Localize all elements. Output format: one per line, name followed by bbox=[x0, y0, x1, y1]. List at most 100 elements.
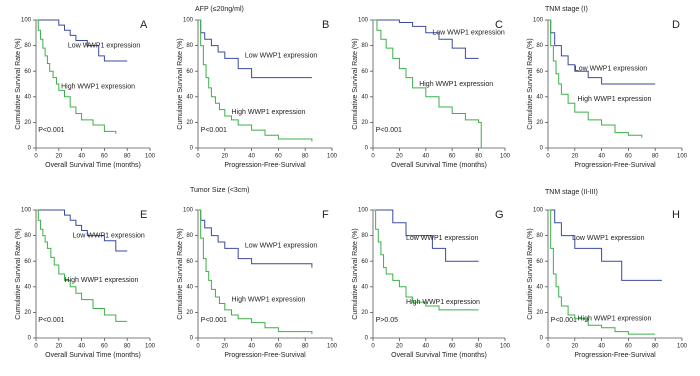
x-tick-label: 100 bbox=[500, 344, 511, 350]
y-tick-label: 0 bbox=[190, 336, 194, 342]
y-tick-label: 0 bbox=[28, 336, 32, 342]
survival-curve bbox=[198, 209, 313, 335]
group-heading: TNM stage (I) bbox=[545, 6, 588, 13]
survival-curve bbox=[373, 209, 479, 311]
survival-curve bbox=[373, 19, 482, 148]
y-tick-label: 20 bbox=[24, 310, 31, 316]
x-tick-label: 100 bbox=[677, 344, 688, 350]
y-tick-label: 80 bbox=[536, 43, 543, 49]
survival-curve bbox=[373, 19, 479, 59]
p-value: P<0.001 bbox=[376, 127, 402, 134]
series-label: High WWP1 expression bbox=[577, 316, 651, 323]
y-tick-label: 100 bbox=[533, 208, 544, 214]
series-label: High WWP1 expression bbox=[65, 277, 139, 284]
x-tick-label: 20 bbox=[55, 154, 62, 160]
y-tick-label: 0 bbox=[28, 146, 32, 152]
y-tick-label: 40 bbox=[536, 284, 543, 290]
x-axis-label: Progression-Free-Survival bbox=[224, 162, 306, 169]
x-tick-label: 80 bbox=[475, 344, 482, 350]
x-tick-label: 40 bbox=[422, 344, 429, 350]
x-tick-label: 100 bbox=[327, 344, 338, 350]
x-tick-label: 20 bbox=[221, 154, 228, 160]
x-tick-label: 0 bbox=[196, 344, 200, 350]
x-tick-label: 40 bbox=[78, 344, 85, 350]
p-value: P<0.001 bbox=[38, 317, 64, 324]
x-tick-label: 20 bbox=[571, 344, 578, 350]
survival-curve bbox=[548, 209, 662, 281]
y-tick-label: 40 bbox=[361, 94, 368, 100]
y-tick-label: 40 bbox=[186, 94, 193, 100]
y-axis-label: Cumulative Survival Rate (%) bbox=[15, 38, 22, 129]
panel-label: G bbox=[495, 209, 504, 221]
y-tick-label: 100 bbox=[358, 18, 369, 24]
x-tick-label: 0 bbox=[34, 154, 38, 160]
y-tick-label: 40 bbox=[24, 284, 31, 290]
x-tick-label: 60 bbox=[275, 344, 282, 350]
y-tick-label: 40 bbox=[24, 94, 31, 100]
y-tick-label: 60 bbox=[536, 69, 543, 75]
x-tick-label: 60 bbox=[101, 344, 108, 350]
y-tick-label: 20 bbox=[24, 120, 31, 126]
x-tick-label: 20 bbox=[396, 344, 403, 350]
x-axis-label: Overall Survival Time (months) bbox=[391, 162, 487, 169]
survival-curve bbox=[548, 19, 656, 85]
y-tick-label: 20 bbox=[536, 310, 543, 316]
y-axis-label: Cumulative Survival Rate (%) bbox=[177, 38, 184, 129]
x-tick-label: 60 bbox=[275, 154, 282, 160]
y-tick-label: 100 bbox=[21, 18, 32, 24]
y-tick-label: 80 bbox=[186, 43, 193, 49]
panel-label: F bbox=[322, 209, 329, 221]
y-tick-label: 40 bbox=[186, 284, 193, 290]
x-axis-label: Overall Survival Time (months) bbox=[45, 352, 141, 359]
p-value: P<0.001 bbox=[201, 317, 227, 324]
x-tick-label: 100 bbox=[677, 154, 688, 160]
x-tick-label: 60 bbox=[625, 344, 632, 350]
y-tick-label: 100 bbox=[358, 208, 369, 214]
survival-curve bbox=[548, 19, 643, 138]
series-label: Low WWP1 expression bbox=[68, 42, 140, 49]
x-tick-label: 80 bbox=[302, 344, 309, 350]
x-tick-label: 80 bbox=[124, 344, 131, 350]
y-tick-label: 100 bbox=[533, 18, 544, 24]
x-tick-label: 0 bbox=[34, 344, 38, 350]
x-tick-label: 60 bbox=[625, 154, 632, 160]
p-value: P<0.001 bbox=[201, 127, 227, 134]
series-label: High WWP1 expression bbox=[232, 109, 306, 116]
y-tick-label: 40 bbox=[361, 284, 368, 290]
panel-label: E bbox=[140, 209, 147, 221]
y-tick-label: 100 bbox=[21, 208, 32, 214]
series-label: Low WWP1 expression bbox=[406, 235, 478, 242]
y-axis-label: Cumulative Survival Rate (%) bbox=[352, 228, 359, 319]
x-tick-label: 40 bbox=[248, 154, 255, 160]
x-axis-label: Overall Survival Time (months) bbox=[45, 162, 141, 169]
panel-label: B bbox=[322, 19, 329, 31]
survival-curve bbox=[548, 209, 656, 335]
x-tick-label: 40 bbox=[248, 344, 255, 350]
x-axis-label: Overall Survival Time (months) bbox=[391, 352, 487, 359]
x-tick-label: 20 bbox=[55, 344, 62, 350]
y-tick-label: 60 bbox=[536, 259, 543, 265]
x-axis-label: Progression-Free-Survival bbox=[574, 162, 656, 169]
y-axis-label: Cumulative Survival Rate (%) bbox=[527, 228, 534, 319]
series-label: Low WWP1 expression bbox=[575, 65, 647, 72]
y-tick-label: 20 bbox=[361, 310, 368, 316]
series-label: Low WWP1 expression bbox=[245, 243, 317, 250]
y-tick-label: 80 bbox=[186, 233, 193, 239]
x-tick-label: 60 bbox=[449, 154, 456, 160]
survival-curve bbox=[36, 19, 117, 134]
y-axis-label: Cumulative Survival Rate (%) bbox=[177, 228, 184, 319]
y-tick-label: 60 bbox=[186, 69, 193, 75]
x-tick-label: 0 bbox=[371, 154, 375, 160]
x-tick-label: 20 bbox=[571, 154, 578, 160]
x-tick-label: 40 bbox=[78, 154, 85, 160]
survival-curve bbox=[198, 19, 312, 79]
y-axis-label: Cumulative Survival Rate (%) bbox=[352, 38, 359, 129]
y-tick-label: 80 bbox=[536, 233, 543, 239]
x-tick-label: 20 bbox=[221, 344, 228, 350]
x-tick-label: 80 bbox=[652, 344, 659, 350]
y-tick-label: 0 bbox=[365, 336, 369, 342]
y-tick-label: 60 bbox=[24, 259, 31, 265]
p-value: P<0.001 bbox=[551, 317, 577, 324]
y-tick-label: 0 bbox=[190, 146, 194, 152]
x-tick-label: 40 bbox=[422, 154, 429, 160]
